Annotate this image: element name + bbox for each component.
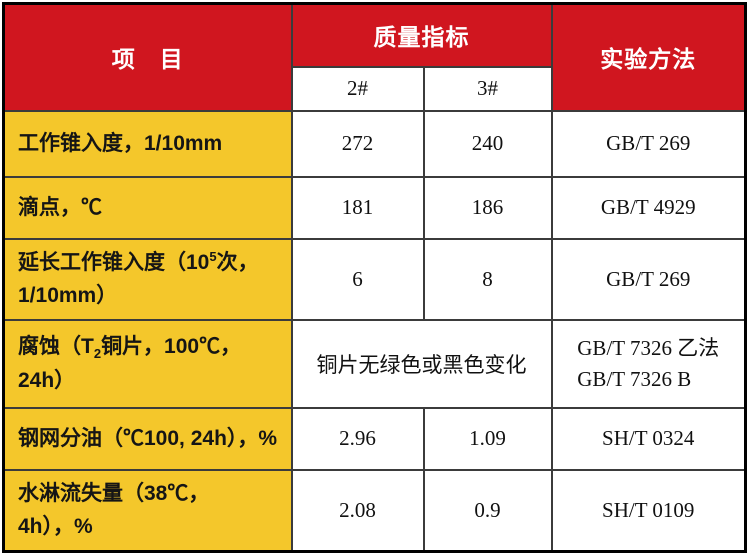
value-2: 2.08: [290, 468, 425, 553]
value-2: 272: [290, 109, 425, 178]
header-item: 项 目: [2, 2, 293, 112]
value-2: 2.96: [290, 406, 425, 471]
value-3: 240: [422, 109, 553, 178]
table-row: 滴点，℃ 181 186 GB/T 4929: [2, 175, 747, 240]
label-text: 延长工作锥入度（10: [18, 250, 210, 274]
value-2: 6: [290, 237, 425, 321]
superscript: 5: [209, 248, 217, 264]
row-label-water-washout: 水淋流失量（38℃， 4h），%: [2, 468, 293, 553]
test-method-line1: GB/T 7326 乙法: [577, 336, 720, 361]
label-text-line1: 水淋流失量（38℃，: [18, 481, 210, 505]
header-grade-3: 3#: [422, 65, 553, 112]
value-3: 186: [422, 175, 553, 240]
test-method: GB/T 269: [550, 109, 747, 178]
value-3: 8: [422, 237, 553, 321]
table-row: 钢网分油（℃100, 24h），% 2.96 1.09 SH/T 0324: [2, 406, 747, 471]
header-row-2: 2# 3#: [4, 65, 746, 112]
row-label-corrosion: 腐蚀（T2铜片，100℃， 24h）: [2, 318, 293, 409]
test-method: GB/T 4929: [550, 175, 747, 240]
test-method: GB/T 7326 乙法 GB/T 7326 B: [550, 318, 747, 409]
row-label-penetration: 工作锥入度，1/10mm: [2, 109, 293, 178]
header-grade-2: 2#: [290, 65, 425, 112]
header-quality-index: 质量指标: [290, 2, 553, 68]
test-method: SH/T 0109: [550, 468, 747, 553]
value-merged: 铜片无绿色或黑色变化: [290, 318, 553, 409]
label-text: 铜片，100℃，: [101, 335, 242, 359]
value-3: 0.9: [422, 468, 553, 553]
test-method-line2: GB/T 7326 B: [577, 366, 692, 391]
value-3: 1.09: [422, 406, 553, 471]
test-method: GB/T 269: [550, 237, 747, 321]
label-text-line2: 1/10mm）: [18, 284, 118, 308]
table-row: 工作锥入度，1/10mm 272 240 GB/T 269: [2, 109, 747, 178]
value-2: 181: [290, 175, 425, 240]
label-text: 腐蚀（T: [18, 335, 94, 359]
table-row: 水淋流失量（38℃， 4h），% 2.08 0.9 SH/T 0109: [2, 468, 747, 553]
header-test-method: 实验方法: [550, 2, 747, 112]
row-label-oil-separation: 钢网分油（℃100, 24h），%: [2, 406, 293, 471]
test-method: SH/T 0324: [550, 406, 747, 471]
label-text-line2: 24h）: [18, 368, 76, 392]
row-label-prolonged-penetration: 延长工作锥入度（105次， 1/10mm）: [2, 237, 293, 321]
row-label-dropping-point: 滴点，℃: [2, 175, 293, 240]
label-text-line2: 4h），%: [18, 515, 93, 539]
table-row: 腐蚀（T2铜片，100℃， 24h） 铜片无绿色或黑色变化 GB/T 7326 乙…: [2, 318, 747, 409]
table-row: 延长工作锥入度（105次， 1/10mm） 6 8 GB/T 269: [2, 237, 747, 321]
test-method-lines: GB/T 7326 乙法 GB/T 7326 B: [577, 333, 719, 394]
header-row-1: 项 目 质量指标 实验方法: [2, 2, 747, 112]
subscript: 2: [93, 346, 102, 362]
label-text: 次，: [216, 250, 259, 274]
